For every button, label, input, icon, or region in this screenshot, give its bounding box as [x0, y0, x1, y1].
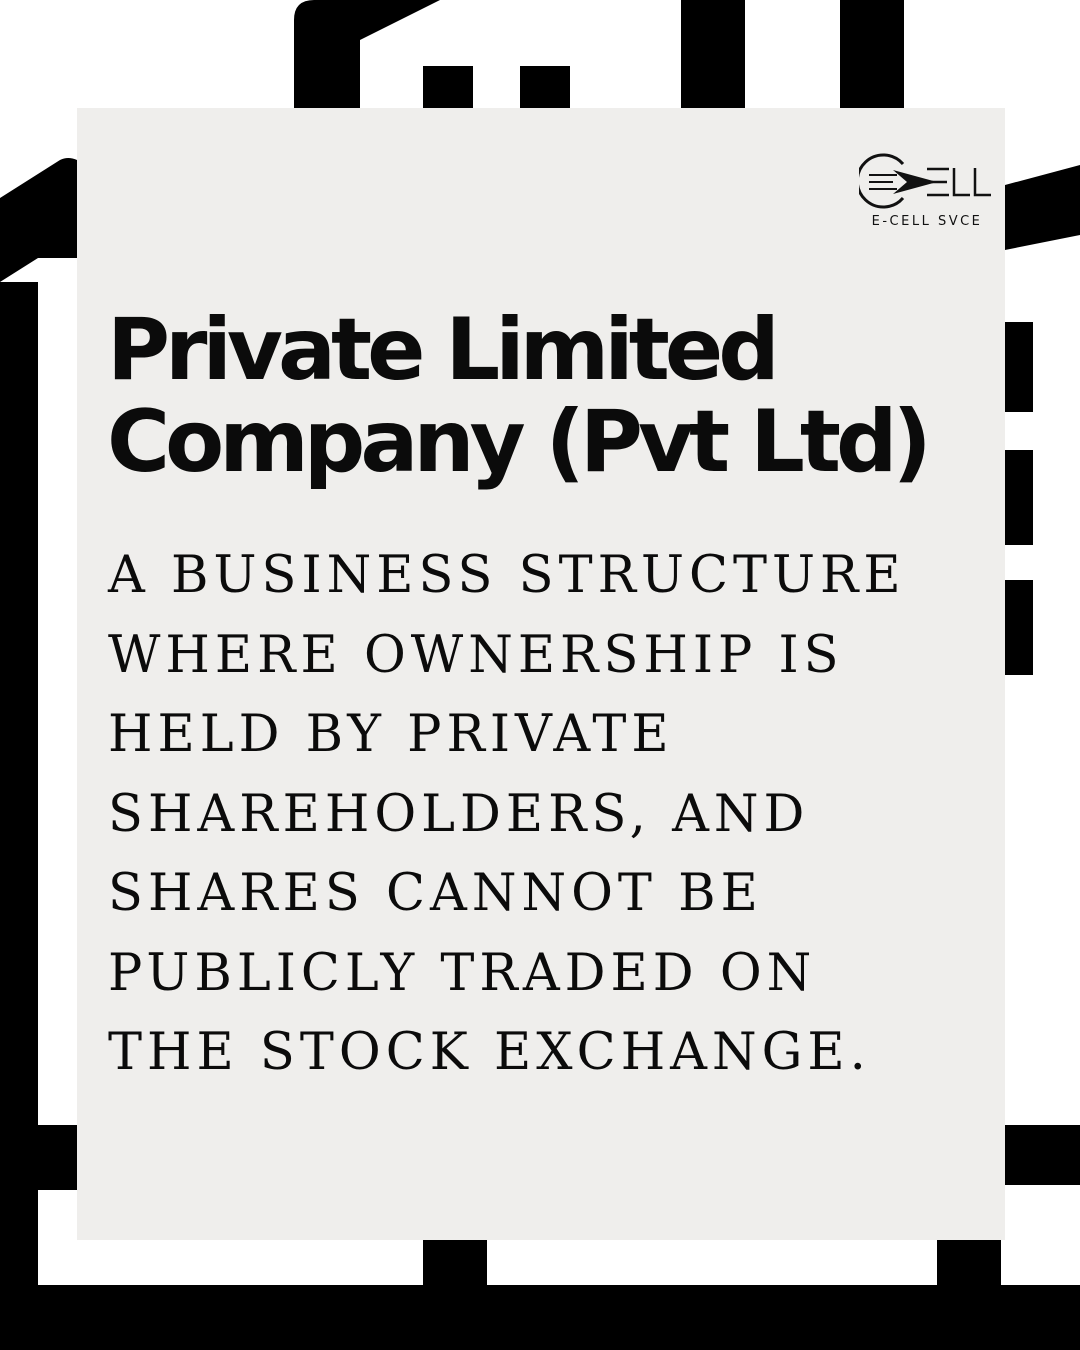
- definition-line: PUBLICLY TRADED ON: [108, 943, 817, 1003]
- definition-line: WHERE OWNERSHIP IS: [108, 625, 844, 685]
- e-cell-logo: E-CELL SVCE: [859, 152, 995, 242]
- content-card: E-CELL SVCE Private Limited Company (Pvt…: [77, 108, 1005, 1240]
- definition-line: SHAREHOLDERS, AND: [108, 784, 810, 844]
- e-cell-arrow-logo-icon: [859, 153, 991, 209]
- definition-line: A BUSINESS STRUCTURE: [108, 546, 906, 605]
- logo-caption: E-CELL SVCE: [871, 214, 983, 229]
- definition-line: SHARES CANNOT BE: [108, 864, 763, 923]
- definition-line: HELD BY PRIVATE: [108, 705, 674, 764]
- title-line-2: Company (Pvt Ltd): [107, 392, 932, 492]
- definition-text: A BUSINESS STRUCTURE WHERE OWNERSHIP IS …: [108, 536, 998, 1093]
- title-line-1: Private Limited: [107, 300, 780, 400]
- definition-line: THE STOCK EXCHANGE.: [108, 1023, 871, 1082]
- page-title: Private Limited Company (Pvt Ltd): [107, 304, 997, 488]
